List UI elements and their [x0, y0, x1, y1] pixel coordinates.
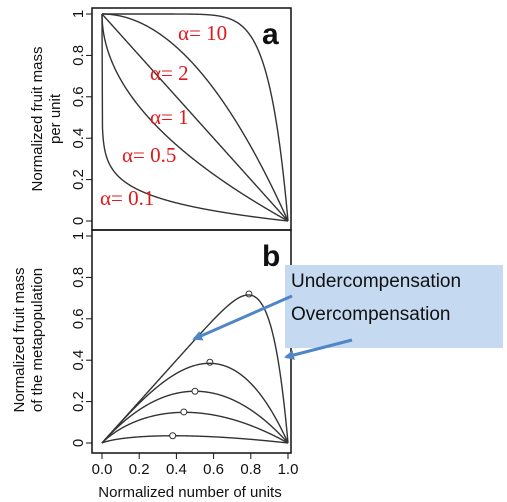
y-tick-label-b-1: 0.8: [70, 267, 87, 288]
peak-marker-0: [245, 290, 253, 298]
alpha-label-0: α= 10: [178, 21, 227, 45]
peak-marker-3: [180, 408, 188, 416]
panel-b-ylabel-line1: Normalized fruit mass: [11, 267, 28, 412]
curve-a-1: [101, 13, 289, 222]
curve-b-2: [101, 390, 289, 444]
alpha-label-4: α= 0.1: [100, 186, 154, 210]
y-tick-label-b-0: 1: [70, 232, 87, 240]
curve-b-4: [101, 294, 289, 444]
y-tick-label-a-5: 0: [70, 217, 87, 225]
curve-b-3: [101, 362, 289, 444]
curve-b-0: [101, 435, 289, 444]
curve-a-2: [101, 13, 289, 222]
alpha-label-1: α= 2: [150, 61, 189, 85]
peak-marker-4: [169, 432, 177, 440]
panel-a-ylabel-line1: Normalized fruit mass: [29, 46, 46, 191]
panel-a-ylabel: Normalized fruit mass per unit: [29, 46, 64, 191]
callout-undercompensation: Undercompensation: [291, 271, 461, 292]
alpha-label-2: α= 1: [150, 105, 189, 129]
curve-b-1: [101, 411, 289, 444]
x-tick-label-4: 0.8: [240, 461, 261, 478]
panel-a-label: a: [262, 18, 279, 51]
x-tick-label-5: 1.0: [278, 461, 299, 478]
x-tick-label-2: 0.4: [166, 461, 187, 478]
x-tick-label-3: 0.6: [203, 461, 224, 478]
callout-overcompensation: Overcompensation: [291, 304, 450, 325]
y-tick-label-b-2: 0.6: [70, 308, 87, 329]
y-tick-label-a-2: 0.6: [70, 86, 87, 107]
y-tick-label-a-3: 0.4: [70, 128, 87, 149]
panel-b-ylabel-line2: of the metapopulation: [29, 268, 46, 412]
panel-a-ylabel-line2: per unit: [47, 93, 64, 144]
callout-box: [285, 265, 503, 348]
x-tick-label-1: 0.2: [129, 461, 150, 478]
x-tick-label-0: 0.0: [92, 461, 113, 478]
panel-b-ylabel: Normalized fruit mass of the metapopulat…: [11, 267, 46, 412]
callout-arrows: [192, 294, 353, 360]
y-tick-label-b-3: 0.4: [70, 350, 87, 371]
alpha-label-3: α= 0.5: [122, 143, 176, 167]
axes-layer: 1 0.8 0.6 0.4 0.2 0 1 0.8 0.6 0.4 0.2 0 0.0 0.2 0.4 0.6…: [70, 10, 298, 478]
y-tick-label-b-4: 0.2: [70, 391, 87, 412]
y-tick-label-b-5: 0: [70, 439, 87, 447]
curve-a-4: [102, 13, 289, 222]
peak-marker-2: [191, 387, 199, 395]
curves-layer: [101, 13, 289, 444]
arrow-undercompensation: [192, 294, 293, 341]
panel-b-label: b: [262, 240, 280, 273]
curve-a-3: [102, 13, 289, 222]
labels-layer: α= 10 α= 2 α= 1 α= 0.5 α= 0.1: [100, 21, 227, 210]
x-axis-title: Normalized number of units: [98, 484, 281, 501]
y-tick-label-a-0: 1: [70, 10, 87, 18]
curve-a-0: [101, 13, 289, 222]
y-tick-label-a-4: 0.2: [70, 169, 87, 190]
peak-marker-1: [206, 358, 214, 366]
y-tick-label-a-1: 0.8: [70, 45, 87, 66]
arrow-overcompensation: [284, 338, 353, 360]
